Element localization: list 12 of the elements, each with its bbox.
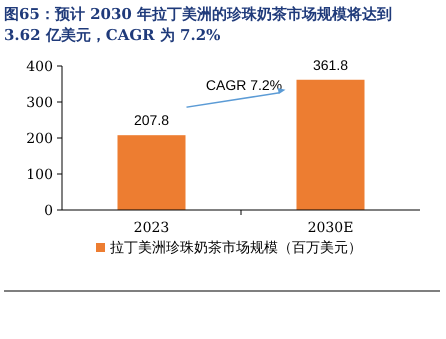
x-tick-label: 2023 [134, 220, 170, 236]
y-tick-label: 300 [26, 95, 53, 111]
data-label: 361.8 [312, 56, 348, 73]
y-tick-label: 0 [44, 203, 53, 219]
data-label: 207.8 [134, 112, 170, 128]
chart-title: 图65：预计 2030 年拉丁美洲的珍珠奶茶市场规模将达到 3.62 亿美元，CAGR 为 7.2% [4, 5, 392, 44]
legend-label: 拉丁美洲珍珠奶茶市场规模（百万美元） [110, 240, 362, 256]
y-tick-label: 100 [26, 167, 53, 183]
x-tick-label: 2030E [308, 220, 354, 236]
annotation: CAGR 7.2% [206, 76, 282, 93]
y-tick-label: 200 [26, 131, 53, 147]
y-tick-label: 400 [26, 59, 53, 75]
